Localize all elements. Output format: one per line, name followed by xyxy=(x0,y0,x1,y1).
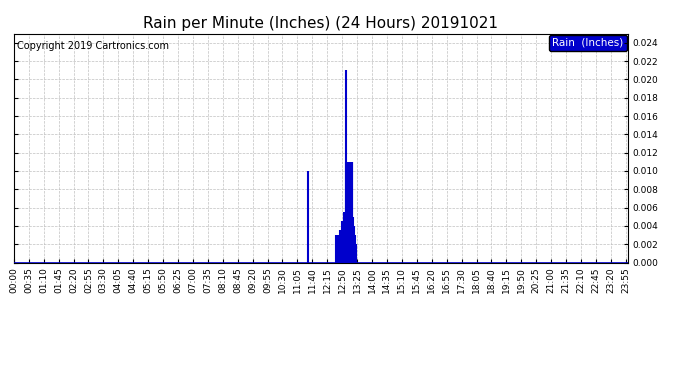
Title: Rain per Minute (Inches) (24 Hours) 20191021: Rain per Minute (Inches) (24 Hours) 2019… xyxy=(144,16,498,31)
Legend: Rain  (Inches): Rain (Inches) xyxy=(549,35,627,51)
Text: Copyright 2019 Cartronics.com: Copyright 2019 Cartronics.com xyxy=(17,40,169,51)
